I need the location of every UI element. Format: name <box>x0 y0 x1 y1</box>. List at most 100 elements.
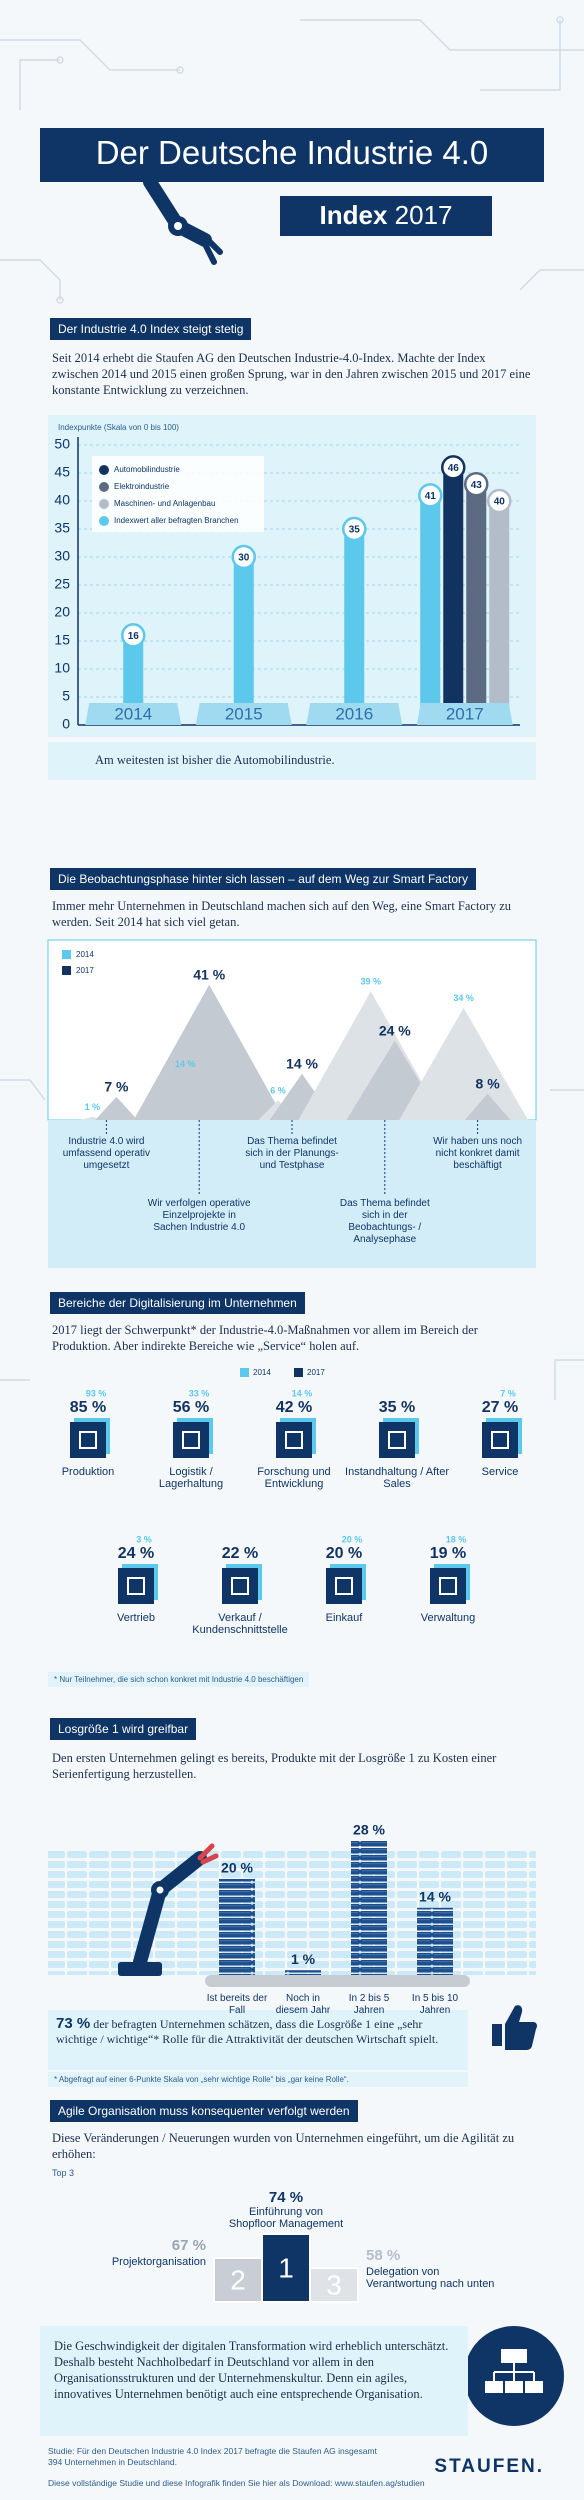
legend-label: 2014 <box>253 1368 271 1377</box>
callout-text: der befragten Unternehmen schätzen, dass… <box>56 2017 439 2046</box>
value-label: 33 % <box>189 1388 210 1398</box>
value-bubble <box>418 483 443 508</box>
mountain <box>95 1096 138 1120</box>
value-bubble <box>464 471 489 497</box>
icon-tile <box>482 1422 518 1458</box>
platform <box>306 703 403 725</box>
section-heading: Die Beobachtungsphase hinter sich lassen… <box>50 868 476 890</box>
value-label: 20 % <box>342 1534 363 1544</box>
category-label: Verkauf / Kundenschnittstelle <box>192 1612 288 1636</box>
legend-swatch <box>99 482 109 492</box>
category-label: Instandhaltung / After Sales <box>345 1466 449 1490</box>
icon-tile <box>118 1568 154 1604</box>
y-tick-label: 15 <box>54 632 70 648</box>
x-tick-label: 2014 <box>114 704 152 723</box>
icon-glyph <box>79 1431 97 1449</box>
legend-label: Automobilindustrie <box>114 465 180 474</box>
value-label: 14 % <box>286 1056 318 1072</box>
conclusion-text: Am weitesten ist bisher die Automobilind… <box>95 753 335 767</box>
icon-glyph <box>182 1431 200 1449</box>
value-label: 8 % <box>476 1075 501 1091</box>
bar <box>233 557 254 725</box>
category-label: Verwaltung <box>420 1612 476 1624</box>
coin-stack <box>285 1970 321 1975</box>
platform <box>416 703 513 725</box>
y-tick-label: 45 <box>54 464 70 480</box>
legend-swatch <box>99 516 109 526</box>
value-label: 1 % <box>291 1951 316 1967</box>
brick-background <box>48 1850 536 1975</box>
platform <box>85 703 182 725</box>
category-label: Ist bereits der Fall <box>206 1993 268 2016</box>
category-label: Das Thema befindet sich in der Planungs-… <box>240 1136 344 1172</box>
value-label: 40 <box>494 497 506 508</box>
icon-glyph <box>388 1431 406 1449</box>
value-label: 7 % <box>104 1079 129 1095</box>
conclusion-bar <box>48 742 536 780</box>
category-label: In 5 bis 10 Jahren <box>411 1993 459 2016</box>
x-tick-label: 2016 <box>335 704 373 723</box>
value-label: 18 % <box>446 1534 467 1544</box>
value-label: 67 % <box>172 2237 206 2254</box>
axis-label: Indexpunkte (Skala von 0 bis 100) <box>58 423 179 432</box>
y-tick-label: 20 <box>54 604 70 620</box>
category-label: Logistik / Lagerhaltung <box>158 1466 224 1490</box>
value-label: 46 <box>448 463 460 474</box>
legend-swatch <box>240 1368 249 1377</box>
logo: STAUFEN. <box>434 2456 544 2477</box>
value-label: 41 <box>425 491 437 502</box>
circuit-decoration <box>0 16 584 1400</box>
bar <box>344 529 365 725</box>
icon-glyph <box>491 1431 509 1449</box>
footer-download: Diese vollständige Studie und diese Info… <box>48 2478 425 2488</box>
x-tick-label: 2017 <box>446 704 484 723</box>
value-label: 14 % <box>419 1889 451 1905</box>
rank-label: 2 <box>230 2264 246 2295</box>
subtitle-banner <box>280 196 492 236</box>
coin-stack <box>351 1840 387 1975</box>
section-text: Diese Veränderungen / Neuerungen wurden … <box>52 2131 515 2161</box>
value-label: 43 <box>471 480 483 491</box>
value-bubble <box>121 623 146 648</box>
legend-label: 2017 <box>307 1368 325 1377</box>
section-heading: Bereiche der Digitalisierung im Unterneh… <box>50 1292 305 1314</box>
section-heading: Agile Organisation muss konsequenter ver… <box>50 2100 358 2122</box>
footnote: * Abgefragt auf einer 6-Punkte Skala von… <box>48 2072 468 2087</box>
mountain <box>464 1093 511 1120</box>
value-label: 24 % <box>118 1545 154 1562</box>
conclusion-box: Die Geschwindigkeit der digitalen Transf… <box>40 2326 468 2436</box>
value-label: 28 % <box>353 1821 385 1837</box>
y-tick-label: 25 <box>54 576 70 592</box>
callout-value: 73 % <box>56 2015 91 2032</box>
category-label: Industrie 4.0 wird umfassend operativ um… <box>54 1136 159 1172</box>
icon-tile <box>326 1568 362 1604</box>
icon-glyph <box>285 1431 303 1449</box>
icon-glyph <box>439 1577 457 1595</box>
category-label: Forschung und Entwicklung <box>257 1466 331 1490</box>
value-label: 58 % <box>366 2247 400 2264</box>
bar <box>420 495 441 725</box>
legend-swatch <box>99 499 109 509</box>
value-label: 20 % <box>221 1860 253 1876</box>
y-tick-label: 0 <box>62 716 70 732</box>
organisation-icon-glyph <box>485 2349 543 2393</box>
y-tick-label: 10 <box>54 660 70 676</box>
value-label: 16 <box>128 631 140 642</box>
coin-stack <box>219 1879 255 1975</box>
legend-label: Maschinen- und Anlagenbau <box>114 499 215 508</box>
thumbs-up-icon <box>492 2005 537 2050</box>
callout: 73 % der befragten Unternehmen schätzen,… <box>48 2010 468 2070</box>
legend-swatch <box>62 966 71 975</box>
subtitle-year: 2017 <box>394 200 453 230</box>
rank-label: 1 <box>278 2252 294 2283</box>
podium-step <box>213 2257 263 2303</box>
category-label: Projektorganisation <box>111 2256 206 2268</box>
title: Der Deutsche Industrie 4.0 <box>95 134 489 171</box>
icon-tile <box>173 1422 209 1458</box>
value-bubble <box>441 455 466 480</box>
value-label: 19 % <box>430 1545 466 1562</box>
value-label: 7 % <box>500 1388 516 1398</box>
legend-label: 2014 <box>76 950 94 959</box>
footnote: * Nur Teilnehmer, die sich schon konkret… <box>48 1672 310 1687</box>
rank-label: 3 <box>326 2269 342 2300</box>
